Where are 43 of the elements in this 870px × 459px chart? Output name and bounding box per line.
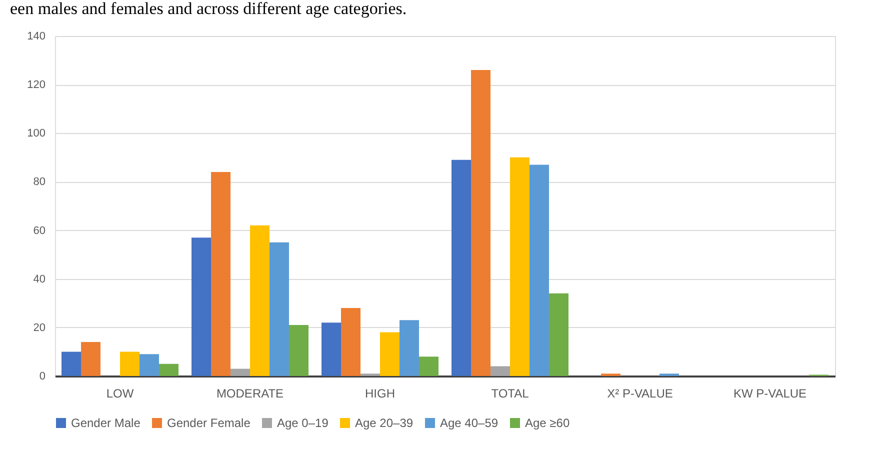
- bar: [62, 352, 81, 376]
- bar: [230, 368, 250, 376]
- text: een males and females and across different age categories.: [10, 0, 407, 18]
- bar: [120, 352, 140, 376]
- x-tick-label: X² P-VALUE: [607, 386, 673, 400]
- bar: [192, 238, 211, 376]
- bar: [380, 332, 400, 376]
- bar: [530, 164, 549, 376]
- bar: [341, 308, 360, 376]
- x-tick-label: MODERATE: [216, 386, 284, 400]
- y-tick-label: 100: [27, 128, 46, 140]
- bar: [159, 364, 178, 376]
- y-tick-label: 40: [33, 273, 46, 286]
- x-tick-label: KW P-VALUE: [733, 386, 807, 400]
- bar: [322, 322, 341, 376]
- bar: [490, 366, 510, 376]
- x-tick-label: LOW: [106, 386, 134, 400]
- y-tick-label: 0: [39, 370, 46, 382]
- y-tick-label: 20: [33, 322, 46, 334]
- bar: [250, 225, 270, 376]
- bar: [211, 172, 230, 376]
- bar: [471, 70, 490, 376]
- legend-label: Age 20–39: [355, 416, 414, 430]
- legend-label: Gender Male: [71, 416, 141, 430]
- bar: [549, 293, 568, 376]
- bar: [400, 320, 419, 376]
- legend-label: Age ≥60: [525, 416, 570, 430]
- legend-label: Age 40–59: [440, 416, 498, 430]
- y-tick-label: 60: [33, 224, 46, 237]
- bar: [510, 157, 530, 376]
- bar: [270, 242, 289, 376]
- y-tick-label: 80: [33, 176, 46, 188]
- legend-label: Age 0–19: [277, 416, 329, 430]
- bar: [452, 160, 471, 376]
- y-tick-label: 140: [27, 30, 46, 42]
- bar: [81, 342, 100, 376]
- bar: [140, 354, 159, 376]
- y-tick-label: 120: [27, 79, 46, 92]
- x-tick-label: TOTAL: [491, 386, 530, 400]
- bar: [289, 325, 308, 376]
- x-tick-label: HIGH: [365, 386, 395, 400]
- bar: [419, 356, 438, 376]
- legend-label: Gender Female: [167, 416, 251, 430]
